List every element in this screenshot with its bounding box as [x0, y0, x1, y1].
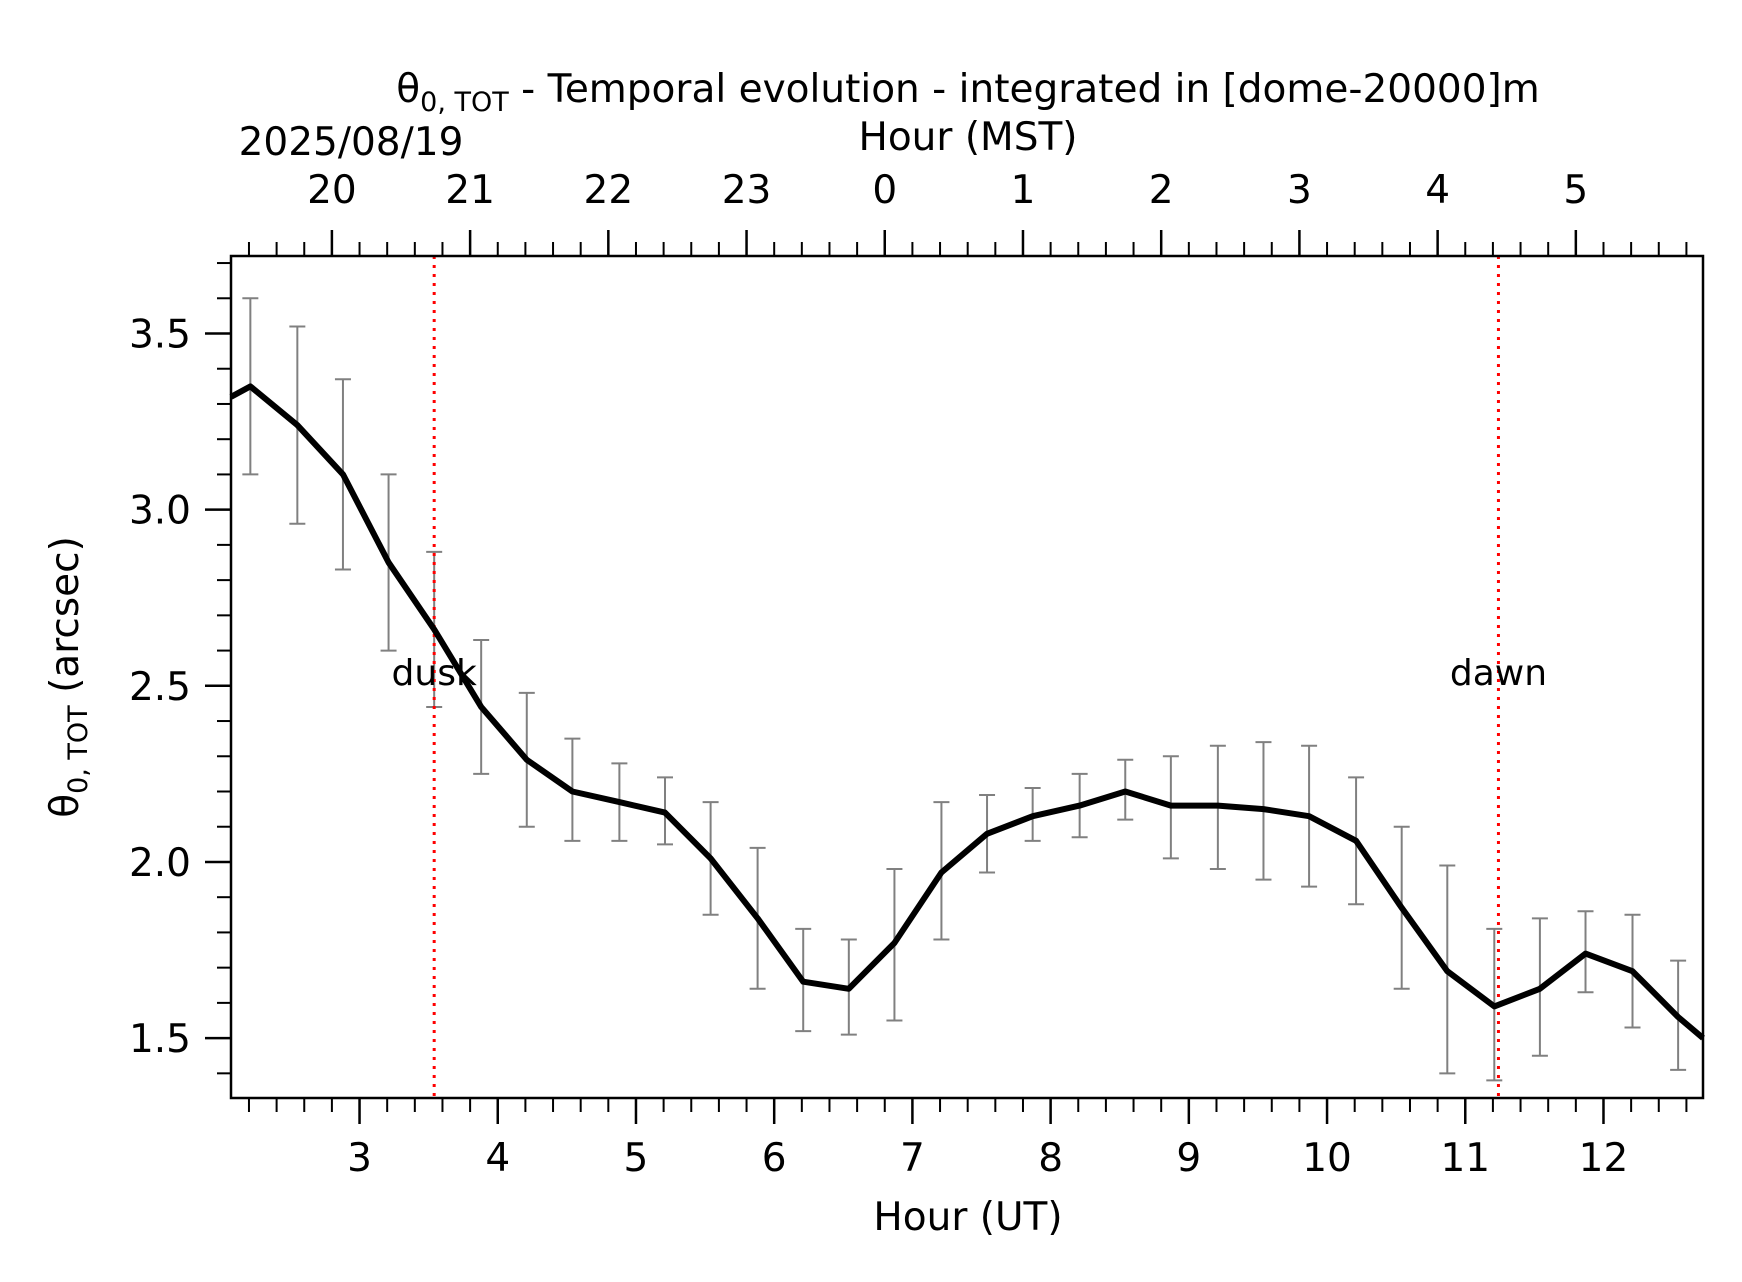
x-tick-label: 7 — [900, 1136, 925, 1181]
x-tick-label: 12 — [1579, 1136, 1629, 1181]
y-axis-label: θ0, TOT (arcsec) — [43, 536, 94, 818]
x2-tick-label: 1 — [1011, 168, 1036, 213]
x-tick-label: 11 — [1440, 1136, 1490, 1181]
ylabel-rest: (arcsec) — [43, 536, 88, 705]
x-tick-label: 10 — [1302, 1136, 1352, 1181]
y-tick-label: 3.0 — [129, 489, 191, 534]
x2-tick-label: 22 — [584, 168, 634, 213]
x2-tick-label: 21 — [445, 168, 495, 213]
x2-tick-label: 2 — [1149, 168, 1174, 213]
series-line-group — [229, 383, 1705, 1041]
x-tick-label: 6 — [762, 1136, 787, 1181]
x-tick-label: 5 — [624, 1136, 649, 1181]
y-tick-label: 2.0 — [129, 841, 191, 886]
y-tick-label: 1.5 — [129, 1017, 191, 1062]
x2-tick-label: 5 — [1563, 168, 1588, 213]
y-tick-label: 3.5 — [129, 313, 191, 358]
ylabel-symbol: θ — [43, 794, 88, 818]
x2-tick-label: 4 — [1425, 168, 1450, 213]
top-axis-label: Hour (MST) — [859, 115, 1078, 160]
ylabel-subscript: 0, TOT — [63, 705, 94, 794]
x2-tick-label: 23 — [722, 168, 772, 213]
event-lines: dusk dawn — [392, 256, 1547, 1098]
series-line — [229, 383, 1705, 1041]
chart-title: θ0, TOT - Temporal evolution - integrate… — [396, 67, 1539, 118]
event-label: dawn — [1450, 653, 1547, 694]
y-tick-label: 2.5 — [129, 665, 191, 710]
x2-tick-label: 0 — [872, 168, 897, 213]
x2-tick-label: 20 — [307, 168, 357, 213]
title-rest: - Temporal evolution - integrated in [do… — [509, 67, 1540, 112]
x-tick-label: 3 — [347, 1136, 372, 1181]
x-tick-label: 9 — [1176, 1136, 1201, 1181]
date-label: 2025/08/19 — [239, 120, 464, 165]
title-symbol: θ — [396, 67, 420, 112]
x2-tick-label: 3 — [1287, 168, 1312, 213]
bottom-axis-label: Hour (UT) — [873, 1195, 1062, 1240]
title-subscript: 0, TOT — [420, 87, 509, 118]
x-tick-label: 4 — [485, 1136, 510, 1181]
axis-ticks — [205, 230, 1688, 1124]
x-tick-label: 8 — [1038, 1136, 1063, 1181]
